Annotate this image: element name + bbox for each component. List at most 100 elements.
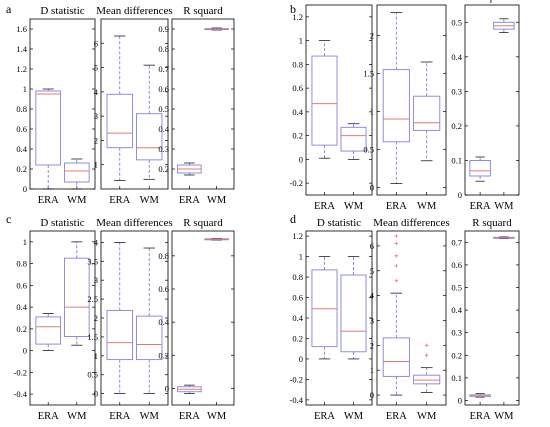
box-iqr — [35, 90, 61, 166]
y-tick-label: 2 — [370, 340, 374, 350]
y-tick-label: 3.5 — [87, 256, 98, 266]
x-tick-label-wm: WM — [417, 201, 437, 212]
subplot-title: D statistic — [317, 217, 361, 229]
box-iqr — [63, 257, 90, 337]
y-tick-label: 0.6 — [451, 260, 462, 270]
box-iqr — [136, 315, 163, 361]
outlier-point — [424, 343, 429, 348]
plot-frame — [305, 4, 373, 196]
y-tick-label: 0.8 — [158, 251, 169, 261]
y-tick-label: 0.9 — [158, 24, 169, 34]
subplot-d-2: Mean differences 0 1 2 3 4 5 6 ERA WM — [370, 217, 450, 422]
y-tick-label: 0.4 — [158, 317, 169, 327]
x-tick-label-wm: WM — [344, 201, 364, 212]
y-tick-label: 1.2 — [292, 12, 303, 22]
box-iqr — [382, 69, 410, 143]
y-tick-label: 0.4 — [451, 52, 462, 62]
y-tick-label: 0 — [23, 184, 27, 194]
y-tick-label: 0.4 — [451, 305, 462, 315]
subplot-a-3: R squard 0.2 0.3 0.4 0.5 0.6 0.7 0.8 0.9 ERA WM — [158, 5, 235, 206]
x-tick-label-era: ERA — [38, 411, 59, 422]
y-tick-label: 0 — [370, 390, 374, 400]
y-tick-label: 1 — [299, 252, 303, 262]
y-tick-label: 4 — [94, 237, 99, 247]
y-tick-label: 6 — [370, 241, 374, 251]
y-tick-label: 0.1 — [451, 155, 462, 165]
box-iqr — [63, 162, 90, 183]
y-tick-label: 0.6 — [292, 83, 303, 93]
y-tick-label: 3 — [370, 315, 374, 325]
y-tick-label: -0.2 — [290, 374, 303, 384]
y-tick-label: 1 — [299, 36, 303, 46]
y-tick-label: 6 — [94, 38, 98, 48]
subplot-title: R squard — [472, 217, 512, 229]
y-tick-label: 1.6 — [16, 24, 27, 34]
x-tick-label-era: ERA — [109, 195, 130, 206]
x-tick-label-era: ERA — [470, 201, 491, 212]
panel-label-d: d — [290, 212, 296, 226]
y-tick-label: 0.2 — [158, 164, 169, 174]
y-tick-label: 2 — [370, 30, 374, 40]
subplot-b-1: D statistic -0.2 0 0.2 0.4 0.6 0.8 1 1.2 ERA WM — [290, 0, 373, 212]
box-wm — [136, 64, 163, 180]
box-era — [382, 234, 410, 396]
y-tick-label: 0.2 — [16, 164, 27, 174]
y-tick-label: 0 — [458, 395, 462, 405]
y-tick-label: 0.2 — [292, 131, 303, 141]
box-wm — [204, 27, 229, 31]
box-era — [469, 156, 491, 182]
subplot-d-1: D statistic -0.4 -0.2 0 0.2 0.4 0.6 0.8 1 1.2 ERA W… — [290, 217, 373, 422]
y-tick-label: 0.1 — [451, 373, 462, 383]
subplot-title: D statistic — [40, 5, 84, 17]
y-tick-label: 0 — [299, 154, 303, 164]
y-tick-label: 0.6 — [16, 124, 27, 134]
subplot-d-3: R squard 0 0.1 0.2 0.3 0.4 0.5 0.6 0.7 ERA WM — [451, 217, 520, 422]
box-wm — [493, 18, 515, 33]
box-iqr — [311, 55, 338, 146]
y-tick-label: -0.4 — [290, 395, 304, 405]
x-tick-label-era: ERA — [38, 195, 59, 206]
box-era — [311, 256, 338, 360]
y-tick-label: 0.4 — [292, 107, 303, 117]
y-tick-label: 0 — [165, 383, 169, 393]
box-era — [311, 40, 338, 159]
x-tick-label-wm: WM — [207, 195, 227, 206]
y-tick-label: 4 — [94, 87, 99, 97]
plot-frame — [376, 4, 447, 196]
y-tick-label: 2 — [94, 313, 98, 323]
y-tick-label: 0.8 — [158, 44, 169, 54]
outlier-point — [394, 254, 399, 258]
subplot-title: Mean differences — [96, 5, 172, 17]
x-tick-label-wm: WM — [140, 411, 160, 422]
box-iqr — [35, 316, 61, 345]
y-tick-label: 0.8 — [292, 59, 303, 69]
panel-label-c: c — [6, 212, 11, 226]
x-tick-label-era: ERA — [179, 411, 200, 422]
box-wm — [340, 123, 367, 160]
plot-frame — [171, 230, 235, 406]
x-tick-label-wm: WM — [494, 411, 514, 422]
box-iqr — [311, 269, 338, 348]
outlier-point — [394, 264, 399, 268]
plot-frame — [464, 4, 520, 196]
y-tick-label: 0.2 — [16, 324, 27, 334]
y-tick-label: 0.8 — [16, 104, 27, 114]
y-tick-label: 5 — [370, 266, 374, 276]
panel-label-b: b — [290, 2, 296, 16]
y-tick-label: 2 — [94, 135, 98, 145]
y-tick-label: -0.4 — [14, 389, 28, 399]
y-tick-label: 0.5 — [158, 104, 169, 114]
subplot-c-2: Mean differences 0 0.5 1 1.5 2 2.5 3 3.5 4 ERA WM — [87, 217, 172, 422]
y-tick-label: 0.4 — [16, 302, 27, 312]
outlier-point — [394, 234, 399, 238]
y-tick-label: 1.4 — [16, 44, 27, 54]
plot-frame — [29, 18, 96, 190]
y-tick-label: 3 — [94, 111, 98, 121]
box-iqr — [106, 309, 133, 361]
y-tick-label: 1 — [370, 365, 374, 375]
panel-label-a: a — [6, 2, 12, 16]
y-tick-label: 0.4 — [158, 124, 169, 134]
box-era — [177, 162, 202, 176]
y-tick-label: 4 — [370, 291, 375, 301]
